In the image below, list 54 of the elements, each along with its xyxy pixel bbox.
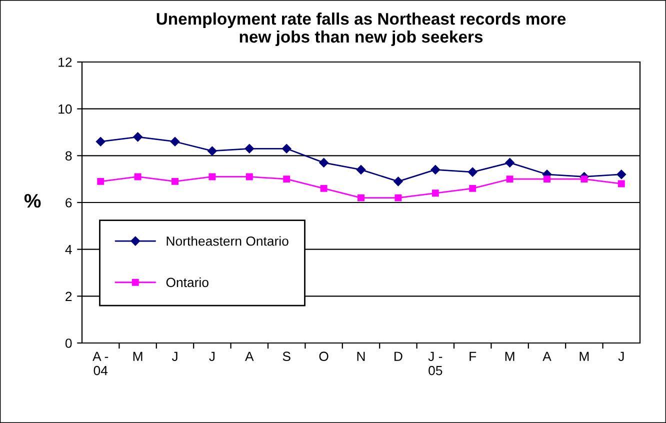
y-tick-label: 12 [58,58,72,67]
point [469,184,476,192]
point [208,173,216,180]
point [244,144,254,154]
y-tick-label: 0 [65,338,72,348]
x-tick-label: A [542,352,552,361]
point [283,176,290,183]
x-tick-label: J - 05 [428,352,442,376]
point [430,165,440,174]
x-tick-label: M [133,352,142,361]
point [580,176,588,183]
point [172,178,178,185]
point [134,173,142,180]
point [468,167,478,177]
x-tick-label: A - 04 [92,352,108,376]
x-tick-label: M [505,352,514,361]
point [208,146,217,156]
legend-label: Northeastern Ontario [166,236,288,246]
point [133,132,142,142]
point [394,176,403,186]
x-tick-label: M [580,352,589,361]
chart-title: Unemployment rate falls as Northeast records more new jobs than new job seekers [156,12,566,46]
x-tick-label: S [282,352,290,362]
y-tick-label: 2 [66,292,72,301]
point [282,144,292,154]
point [544,176,550,183]
x-tick-label: J [618,352,624,362]
point [618,180,625,188]
point [432,190,439,197]
y-tick-label: 6 [66,198,72,208]
x-tick-label: A [245,352,254,361]
x-tick-label: J [172,352,178,362]
x-tick-label: F [470,352,476,361]
point [394,194,402,202]
y-axis-title: % [24,194,41,208]
x-tick-label: N [357,352,365,361]
x-tick-label: J [209,352,215,362]
point [96,136,106,146]
x-tick-label: O [319,352,328,362]
point [170,136,180,146]
point [358,194,364,202]
point [320,184,328,192]
point [616,170,626,180]
point [506,176,514,183]
y-tick-label: 8 [66,151,72,161]
point [505,158,514,168]
legend-label: Ontario [166,277,208,288]
point [356,165,366,174]
y-tick-label: 10 [58,104,72,114]
point [319,158,328,168]
point [97,178,104,185]
x-tick-label: D [394,352,402,361]
point [246,173,253,180]
y-tick-label: 4 [65,245,72,254]
